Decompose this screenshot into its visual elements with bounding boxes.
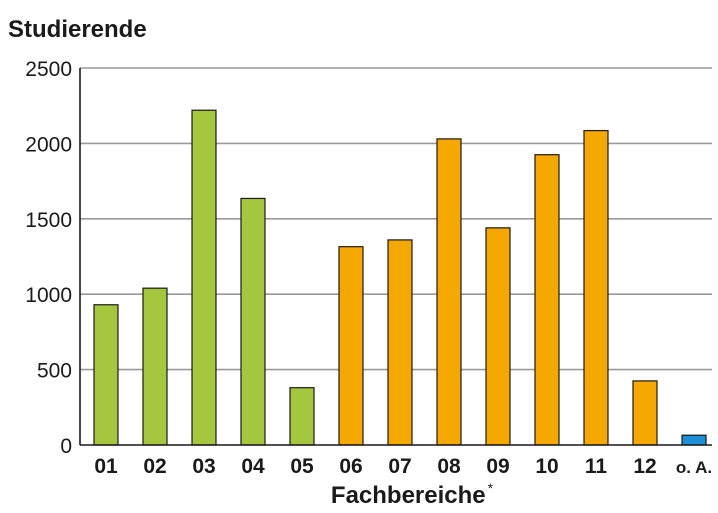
bar-01 (93, 304, 119, 446)
bar-08 (436, 138, 462, 446)
x-tick-label: 05 (290, 455, 314, 478)
bar-11 (583, 129, 609, 446)
x-tick-label: 09 (486, 455, 509, 478)
y-tick-label: 0 (60, 435, 72, 458)
bar-oa (681, 434, 707, 446)
x-tick-label: 07 (388, 455, 411, 478)
y-tick-label: 2000 (25, 133, 72, 156)
x-axis-title: Fachbereiche * (331, 480, 494, 509)
y-axis-ticks: 0 500 1000 1500 2000 2500 (25, 58, 72, 458)
bar-05 (289, 387, 315, 446)
bar-03 (191, 109, 217, 446)
x-tick-label: 01 (94, 455, 118, 478)
x-axis-ticks: 01 02 03 04 05 06 07 08 09 10 11 12 o. A. (94, 455, 712, 478)
x-tick-label: 12 (633, 455, 656, 478)
bar-12 (632, 380, 658, 446)
x-tick-label: 11 (585, 455, 608, 478)
x-tick-label: 06 (339, 455, 362, 478)
bar-07 (387, 239, 413, 446)
bar-06 (338, 246, 364, 446)
y-tick-label: 2500 (25, 58, 72, 81)
y-axis-title: Studierende (8, 16, 147, 43)
x-tick-label: 10 (535, 455, 558, 478)
x-axis-title-superscript: * (488, 480, 494, 496)
x-tick-label: 04 (241, 455, 265, 478)
bar-02 (142, 287, 168, 446)
x-tick-label: 08 (437, 455, 461, 478)
bar-09 (485, 227, 511, 446)
x-tick-label: o. A. (676, 458, 712, 477)
y-tick-label: 1500 (25, 209, 72, 232)
y-tick-label: 500 (37, 360, 72, 383)
x-tick-label: 02 (143, 455, 166, 478)
x-tick-label: 03 (192, 455, 215, 478)
bar-04 (240, 197, 266, 446)
bar-10 (534, 154, 560, 446)
bars (93, 109, 707, 446)
y-tick-label: 1000 (25, 284, 72, 307)
